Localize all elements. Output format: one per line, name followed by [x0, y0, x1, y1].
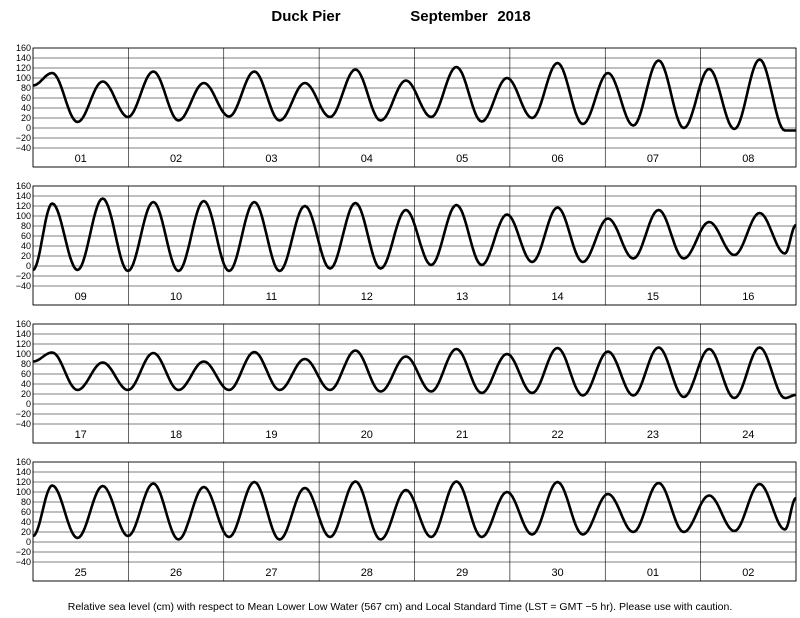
day-label: 06 [551, 153, 563, 165]
chart-title-month: September [410, 8, 488, 25]
panel-frame [32, 185, 797, 306]
y-tick-label: 20 [21, 113, 31, 123]
y-tick-label: 0 [26, 123, 31, 133]
y-tick-label: 40 [21, 517, 31, 527]
y-tick-label: 140 [16, 191, 31, 201]
day-label: 27 [265, 567, 277, 579]
tide-curve [32, 346, 797, 400]
y-tick-label: 40 [21, 103, 31, 113]
day-label: 15 [647, 291, 659, 303]
day-label: 21 [456, 429, 468, 441]
y-tick-label: 100 [16, 349, 31, 359]
tide-curve [32, 58, 797, 132]
y-tick-label: 60 [21, 93, 31, 103]
tide-curve [32, 480, 797, 541]
y-tick-label: −40 [16, 557, 31, 567]
day-label: 30 [551, 567, 563, 579]
day-label: 28 [361, 567, 373, 579]
tide-curve [32, 197, 797, 273]
y-tick-label: 120 [16, 477, 31, 487]
y-tick-label: 80 [21, 221, 31, 231]
y-tick-label: 140 [16, 467, 31, 477]
day-label: 18 [170, 429, 182, 441]
y-tick-label: 80 [21, 83, 31, 93]
panel-frame [32, 47, 797, 168]
y-tick-label: 0 [26, 261, 31, 271]
y-tick-label: −20 [16, 409, 31, 419]
day-label: 07 [647, 153, 659, 165]
day-label: 08 [742, 153, 754, 165]
day-label: 24 [742, 429, 754, 441]
y-tick-label: 60 [21, 369, 31, 379]
day-label: 23 [647, 429, 659, 441]
day-label: 29 [456, 567, 468, 579]
y-tick-label: 80 [21, 497, 31, 507]
day-label: 20 [361, 429, 373, 441]
day-label: 17 [75, 429, 87, 441]
chart-footnote: Relative sea level (cm) with respect to … [68, 601, 733, 613]
day-label: 04 [361, 153, 373, 165]
y-tick-label: 100 [16, 73, 31, 83]
y-tick-label: −20 [16, 547, 31, 557]
day-label: 13 [456, 291, 468, 303]
day-label: 01 [75, 153, 87, 165]
day-label: 05 [456, 153, 468, 165]
y-tick-label: 160 [16, 319, 31, 329]
y-tick-label: 80 [21, 359, 31, 369]
y-tick-label: 120 [16, 201, 31, 211]
panel-frame [32, 461, 797, 582]
day-label: 02 [170, 153, 182, 165]
y-tick-label: −40 [16, 419, 31, 429]
y-tick-label: 60 [21, 507, 31, 517]
panel-frame [32, 323, 797, 444]
day-label: 10 [170, 291, 182, 303]
y-tick-label: 140 [16, 53, 31, 63]
day-label: 01 [647, 567, 659, 579]
y-tick-label: −40 [16, 143, 31, 153]
y-tick-label: 20 [21, 527, 31, 537]
y-tick-label: 40 [21, 379, 31, 389]
day-label: 19 [265, 429, 277, 441]
y-tick-label: 160 [16, 43, 31, 53]
day-label: 11 [266, 291, 277, 303]
y-tick-label: 120 [16, 339, 31, 349]
day-label: 14 [551, 291, 563, 303]
y-tick-label: 40 [21, 241, 31, 251]
day-label: 09 [75, 291, 87, 303]
y-tick-label: 0 [26, 399, 31, 409]
day-label: 26 [170, 567, 182, 579]
y-tick-label: 100 [16, 487, 31, 497]
y-tick-label: 0 [26, 537, 31, 547]
day-label: 02 [742, 567, 754, 579]
y-tick-label: 120 [16, 63, 31, 73]
day-label: 16 [742, 291, 754, 303]
y-tick-label: 160 [16, 457, 31, 467]
chart-title-location: Duck Pier [271, 8, 340, 25]
y-tick-label: −20 [16, 271, 31, 281]
y-tick-label: 20 [21, 389, 31, 399]
y-tick-label: 100 [16, 211, 31, 221]
day-label: 22 [551, 429, 563, 441]
y-tick-label: 20 [21, 251, 31, 261]
y-tick-label: 140 [16, 329, 31, 339]
day-label: 25 [75, 567, 87, 579]
day-label: 12 [361, 291, 373, 303]
y-tick-label: −40 [16, 281, 31, 291]
y-tick-label: 60 [21, 231, 31, 241]
chart-title-year: 2018 [497, 8, 530, 25]
y-tick-label: 160 [16, 181, 31, 191]
day-label: 03 [265, 153, 277, 165]
y-tick-label: −20 [16, 133, 31, 143]
